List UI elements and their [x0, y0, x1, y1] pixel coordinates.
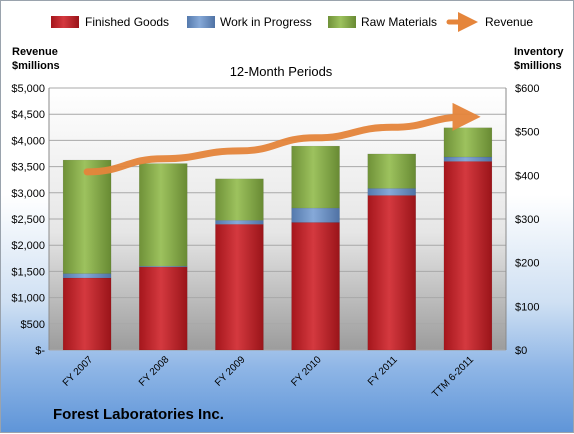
right-axis-ticks: $0 $100 $200 $300 $400 $500 $600: [515, 83, 539, 357]
bar-finished-goods: [291, 222, 340, 351]
left-tick-label: $5,000: [11, 83, 45, 95]
x-tick-label: TTM 6-2011: [430, 354, 476, 400]
left-tick-label: $1,000: [11, 293, 45, 305]
left-tick-label: $500: [21, 319, 45, 331]
legend-label-finished-goods: Finished Goods: [85, 15, 169, 29]
legend-swatch-finished-goods: [51, 16, 79, 28]
bar-raw-materials: [62, 159, 112, 274]
x-tick-label: FY 2010: [289, 354, 324, 389]
left-tick-label: $4,500: [11, 109, 45, 121]
right-tick-label: $300: [515, 214, 539, 226]
left-tick-label: $2,500: [11, 214, 45, 226]
legend-label-raw-materials: Raw Materials: [361, 15, 437, 29]
company-name: Forest Laboratories Inc.: [53, 406, 224, 423]
left-tick-label: $2,000: [11, 240, 45, 252]
right-tick-label: $0: [515, 345, 527, 357]
bar-raw-materials: [443, 127, 493, 158]
revenue-line-layer: [83, 102, 481, 176]
right-tick-label: $200: [515, 258, 539, 270]
bar-work-in-progress: [291, 207, 340, 223]
revenue-line: [83, 102, 481, 176]
bar-work-in-progress: [215, 220, 264, 225]
bar-finished-goods: [443, 161, 493, 351]
x-tick-label: FY 2011: [366, 354, 400, 388]
legend: Finished Goods Work in Progress Raw Mate…: [51, 12, 533, 32]
left-axis-ticks: $- $500 $1,000 $1,500 $2,000 $2,500 $3,000 $3,5…: [11, 83, 45, 357]
bar-work-in-progress: [62, 273, 112, 279]
bar-finished-goods: [215, 223, 264, 351]
left-tick-label: $4,000: [11, 135, 45, 147]
left-tick-label: $3,500: [11, 162, 45, 174]
bar-raw-materials: [367, 153, 416, 189]
bar-raw-materials: [139, 163, 188, 267]
left-axis-title-line1: Revenue: [12, 46, 58, 58]
left-tick-label: $-: [35, 345, 45, 357]
right-axis-title-line2: $millions: [514, 60, 562, 72]
chart-title: 12-Month Periods: [230, 64, 333, 79]
bar-raw-materials: [215, 178, 264, 221]
left-axis-title-line2: $millions: [12, 60, 60, 72]
right-tick-label: $100: [515, 301, 539, 313]
x-axis-ticks: FY 2007 FY 2008 FY 2009 FY 2010 FY 2011 TTM 6…: [61, 354, 477, 400]
legend-swatch-raw-materials: [328, 16, 356, 28]
x-tick-label: FY 2007: [61, 354, 96, 389]
x-tick-label: FY 2008: [137, 354, 172, 389]
bar-finished-goods: [62, 277, 112, 351]
right-tick-label: $600: [515, 83, 539, 95]
bar-work-in-progress: [367, 188, 416, 196]
bar-finished-goods: [367, 195, 416, 351]
legend-label-revenue: Revenue: [485, 15, 533, 29]
bar-work-in-progress: [443, 156, 493, 162]
bar-finished-goods: [139, 266, 188, 351]
legend-label-work-in-progress: Work in Progress: [220, 15, 312, 29]
right-tick-label: $400: [515, 170, 539, 182]
left-tick-label: $1,500: [11, 266, 45, 278]
bar-raw-materials: [291, 145, 340, 209]
right-tick-label: $500: [515, 127, 539, 139]
bars: [62, 127, 493, 351]
right-axis-title-line1: Inventory: [514, 46, 564, 58]
legend-swatch-work-in-progress: [187, 16, 215, 28]
left-tick-label: $3,000: [11, 188, 45, 200]
x-tick-label: FY 2009: [213, 354, 248, 389]
